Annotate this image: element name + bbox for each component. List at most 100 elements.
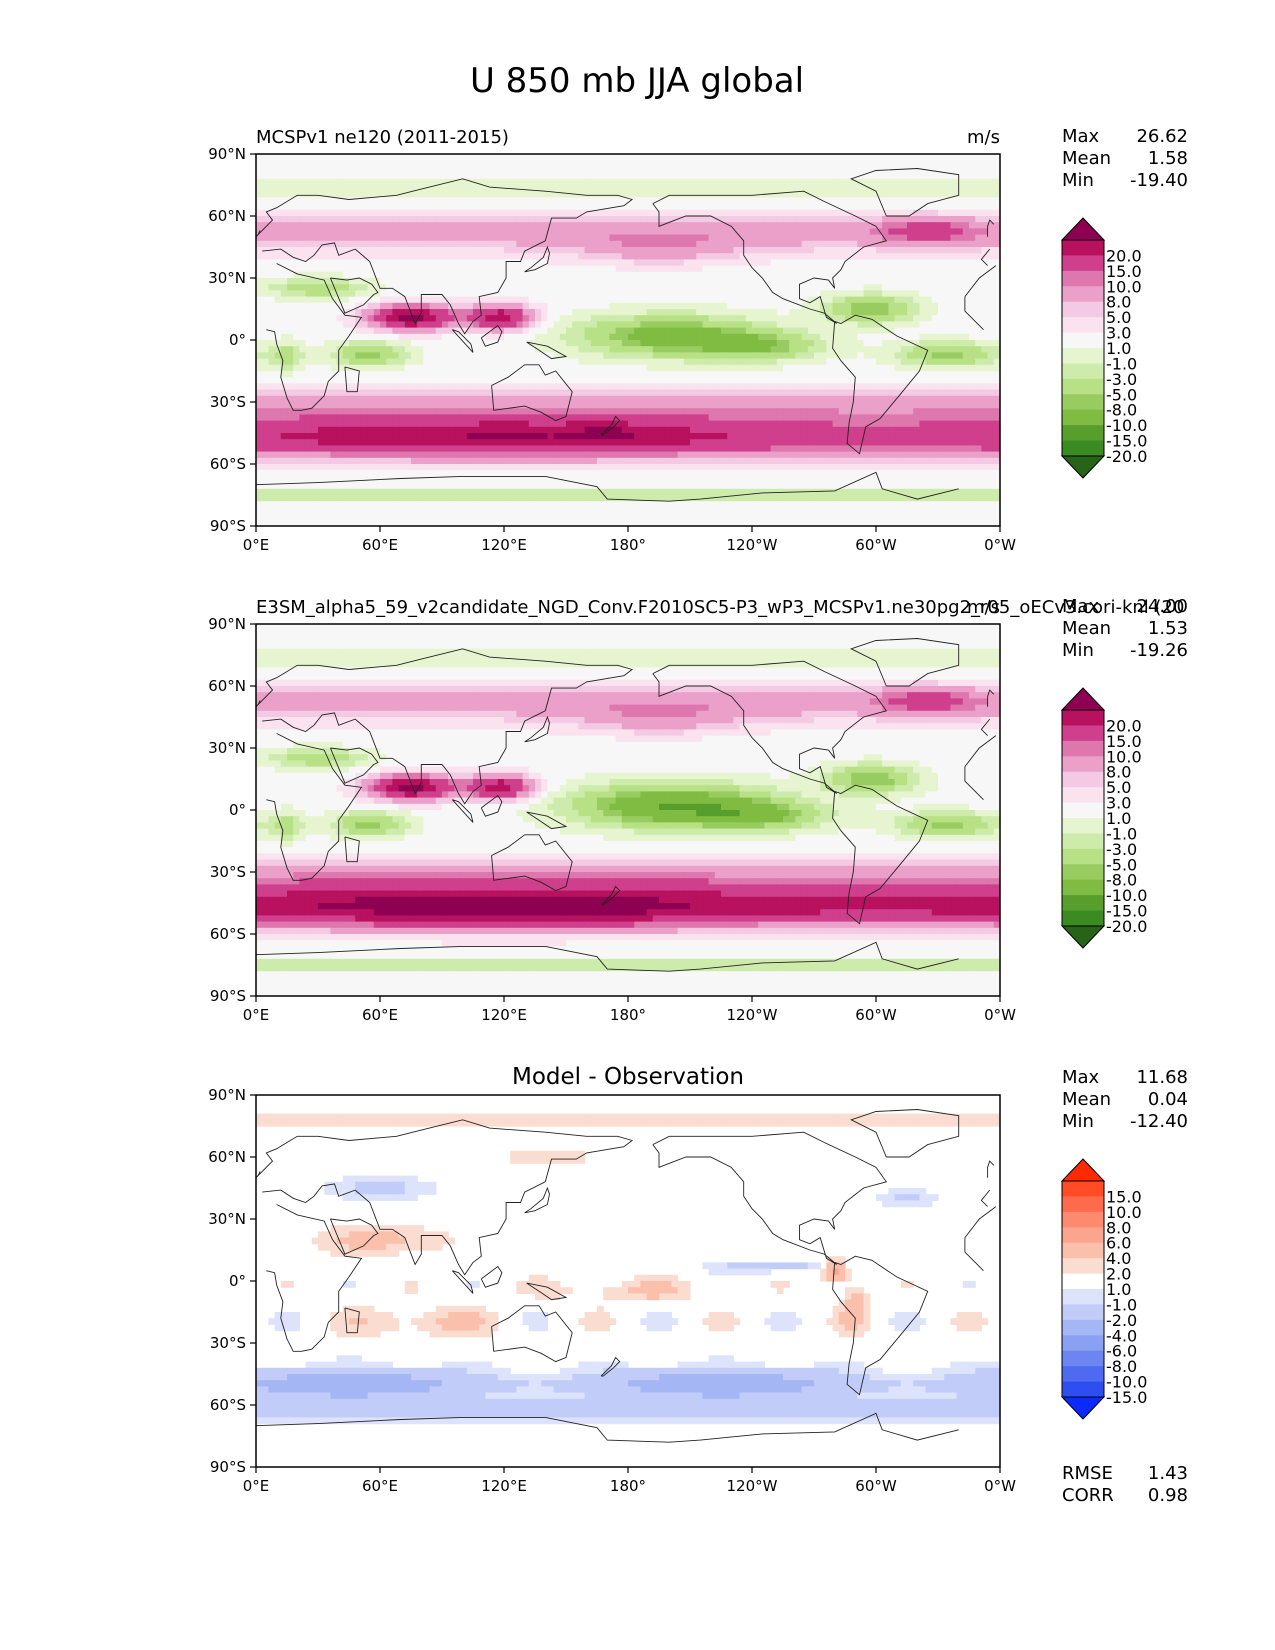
field-cell [535, 271, 542, 279]
field-cell [504, 402, 511, 409]
field-cell [783, 228, 790, 236]
field-cell [696, 234, 703, 242]
field-cell [913, 290, 920, 298]
field-cell [770, 185, 778, 192]
field-cell [671, 377, 679, 384]
field-cell [987, 352, 995, 360]
field-cell [820, 290, 827, 298]
field-cell [287, 371, 294, 378]
field-cell [665, 284, 672, 291]
field-cell [380, 284, 387, 291]
field-cell [615, 209, 623, 217]
field-cell [739, 340, 747, 347]
field-cell [764, 234, 772, 242]
field-cell [373, 302, 381, 310]
field-cell [349, 296, 356, 304]
field-cell [913, 172, 920, 180]
field-cell [497, 346, 505, 353]
field-cell [287, 296, 294, 304]
field-cell [789, 160, 796, 167]
field-cell [913, 284, 920, 291]
field-cell [956, 278, 964, 285]
field-cell [615, 203, 623, 211]
field-cell [392, 222, 400, 229]
field-cell [764, 383, 772, 391]
field-cell [851, 203, 858, 211]
field-cell [962, 240, 970, 248]
field-cell [330, 321, 338, 329]
field-cell [795, 166, 803, 174]
field-cell [807, 203, 815, 211]
field-cell [256, 358, 263, 366]
field-cell [696, 315, 703, 322]
field-cell [572, 383, 579, 391]
field-cell [888, 321, 896, 329]
field-cell [708, 154, 716, 161]
field-cell [665, 191, 672, 198]
field-cell [336, 166, 344, 174]
field-cell [913, 178, 920, 186]
field-cell [838, 333, 846, 341]
field-cell [752, 340, 759, 347]
field-cell [956, 377, 964, 384]
field-cell [993, 265, 1000, 273]
field-cell [876, 346, 883, 353]
field-cell [516, 240, 524, 248]
field-cell [367, 172, 375, 180]
field-cell [981, 166, 989, 174]
field-cell [572, 216, 579, 223]
field-cell [665, 247, 672, 254]
field-cell [671, 191, 679, 198]
field-cell [944, 178, 951, 186]
field-cell [559, 216, 567, 223]
field-cell [603, 222, 610, 229]
field-cell [287, 358, 294, 366]
field-cell [442, 383, 449, 391]
field-cell [758, 247, 765, 254]
field-cell [739, 234, 747, 242]
field-cell [566, 333, 573, 341]
field-cell [801, 377, 809, 384]
field-cell [411, 160, 418, 167]
field-cell [262, 166, 269, 174]
field-cell [398, 315, 406, 322]
field-cell [287, 247, 294, 254]
field-cell [324, 408, 331, 415]
field-cell [727, 216, 734, 223]
field-cell [956, 333, 964, 341]
field-cell [367, 265, 375, 273]
field-cell [993, 402, 1000, 409]
field-cell [869, 383, 877, 391]
field-cell [404, 234, 412, 242]
field-cell [993, 309, 1000, 316]
field-cell [702, 333, 710, 341]
field-cell [541, 364, 548, 372]
field-cell [776, 346, 784, 353]
field-cell [733, 340, 741, 347]
field-cell [584, 253, 592, 260]
field-cell [931, 389, 939, 397]
field-cell [380, 358, 387, 366]
field-cell [956, 178, 964, 186]
field-cell [256, 377, 263, 384]
field-cell [497, 228, 505, 236]
field-cell [287, 302, 294, 310]
field-cell [702, 371, 710, 378]
field-cell [274, 402, 282, 409]
field-cell [417, 302, 424, 310]
field-cell [280, 290, 288, 298]
field-cell [603, 302, 610, 310]
field-cell [516, 160, 524, 167]
field-cell [342, 234, 350, 242]
field-cell [559, 340, 567, 347]
field-cell [460, 160, 468, 167]
field-cell [857, 315, 865, 322]
field-cell [683, 234, 691, 242]
field-cell [652, 185, 660, 192]
field-cell [863, 315, 871, 322]
field-cell [907, 203, 914, 211]
field-cell [603, 389, 610, 397]
field-cell [795, 296, 803, 304]
field-cell [510, 253, 517, 260]
field-cell [330, 278, 338, 285]
